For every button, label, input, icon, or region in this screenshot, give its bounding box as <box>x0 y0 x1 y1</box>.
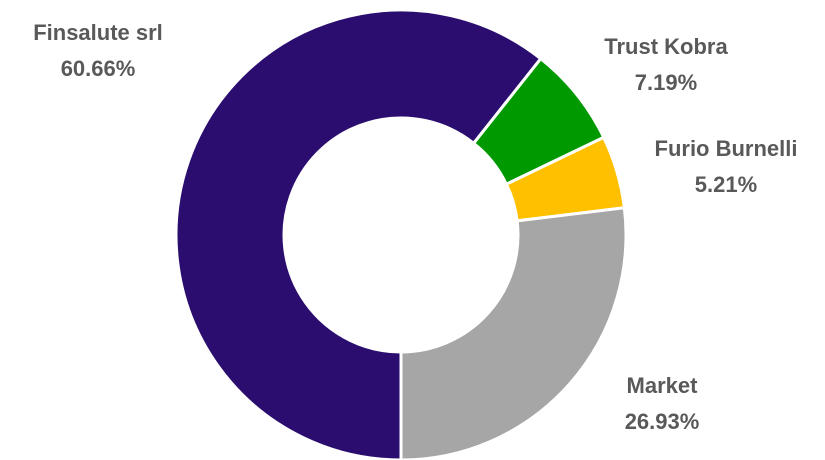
slice-name: Trust Kobra <box>604 34 728 59</box>
slice <box>399 206 628 460</box>
slice <box>174 8 543 460</box>
slice-value: 26.93% <box>625 409 700 434</box>
slice-name: Finsalute srl <box>33 20 163 45</box>
slice-value: 60.66% <box>61 56 136 81</box>
slice-value: 5.21% <box>695 172 757 197</box>
slice-value: 7.19% <box>635 70 697 95</box>
slice-name: Furio Burnelli <box>655 136 798 161</box>
slice-name: Market <box>627 373 699 398</box>
